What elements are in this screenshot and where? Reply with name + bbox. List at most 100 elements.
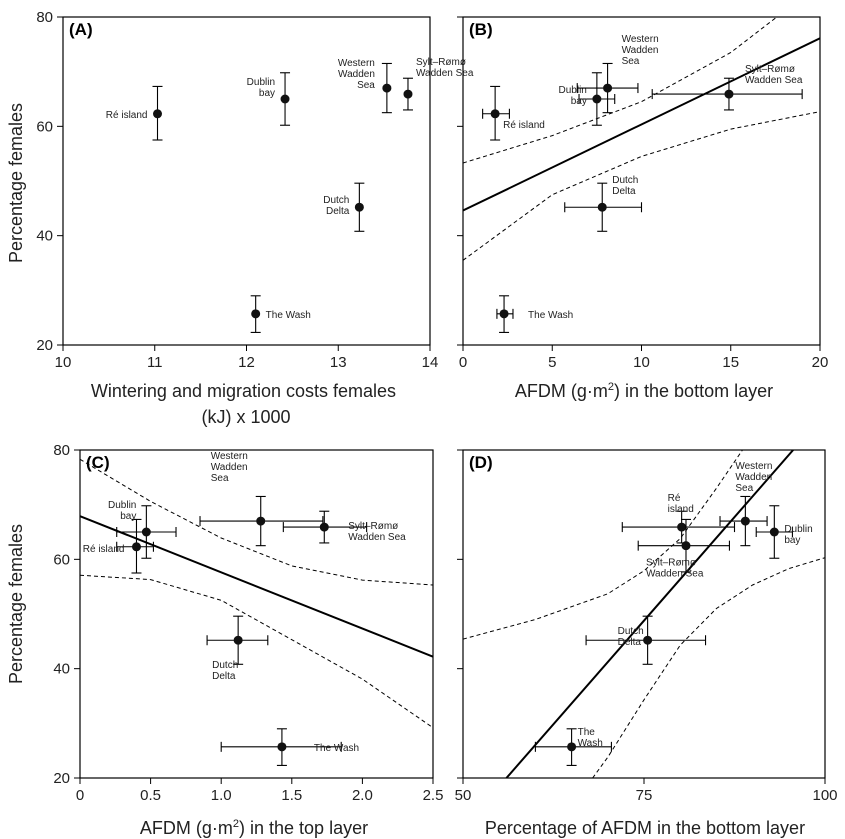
point-label-line: Wadden — [211, 462, 248, 473]
point-label: Sylt–Rømø Wadden Sea — [646, 558, 704, 580]
x-tick-label-d: 100 — [812, 787, 837, 804]
point-label: Western Wadden Sea — [622, 34, 659, 67]
point-label-line: Sylt–Rømø — [348, 521, 398, 532]
point-label-line: bay — [571, 96, 587, 107]
y-tick-label-a: 40 — [36, 228, 53, 245]
confidence-band-lower-c — [80, 574, 433, 729]
point-label-line: Sylt–Rømø — [745, 64, 795, 75]
data-marker — [131, 542, 141, 552]
plot-frame-a — [62, 16, 431, 346]
point-label-line: Dutch — [618, 626, 644, 637]
y-tick-label-c: 80 — [53, 442, 70, 459]
point-label: Dutch Delta — [618, 626, 644, 648]
data-marker — [740, 516, 750, 526]
x-tick-label-c: 0.5 — [140, 787, 161, 804]
point-label-line: Wadden Sea — [745, 75, 803, 86]
point-label-line: Wadden Sea — [416, 68, 474, 79]
x-axis-title-b-part2: ) in the bottom layer — [614, 381, 773, 401]
x-axis-title-c-superscript: 2 — [233, 818, 239, 830]
x-tick-label-a: 12 — [238, 354, 255, 371]
data-point-d: Sylt–Rømø Wadden Sea — [637, 518, 730, 580]
data-marker — [597, 202, 607, 212]
data-marker — [592, 94, 602, 104]
x-tick-label-d: 50 — [455, 787, 472, 804]
data-marker — [403, 89, 413, 99]
x-axis-title-d: Percentage of AFDM in the bottom layer — [485, 818, 805, 838]
data-point-d: Ré island — [621, 493, 736, 544]
data-point-c: Sylt–Rømø Wadden Sea — [282, 510, 406, 544]
point-label-line: Western — [338, 58, 375, 69]
panel-letter-c: (C) — [86, 453, 110, 472]
data-point-c: The Wash — [220, 728, 359, 766]
point-label: Dutch Delta — [212, 660, 238, 682]
point-label-line: bay — [259, 88, 275, 99]
data-marker — [724, 89, 734, 99]
point-label: Dublin bay — [247, 77, 275, 99]
x-tick-label-d: 75 — [636, 787, 653, 804]
data-point-a: Dutch Delta — [323, 182, 365, 232]
data-marker — [643, 635, 653, 645]
confidence-band-upper-d — [463, 450, 743, 640]
data-point-d: Dublin bay — [755, 505, 813, 559]
point-label-line: The Wash — [528, 310, 573, 321]
x-tick-label-c: 0 — [76, 787, 84, 804]
point-label: Dutch Delta — [612, 175, 638, 197]
data-point-b: Ré island — [482, 85, 545, 141]
point-label: Sylt–Rømø Wadden Sea — [348, 521, 406, 543]
x-tick-label-b: 10 — [633, 354, 650, 371]
point-label: The Wash — [578, 727, 603, 749]
data-point-b: Sylt–Rømø Wadden Sea — [651, 64, 803, 111]
data-marker — [141, 527, 151, 537]
point-label: Western Wadden Sea — [211, 451, 248, 484]
point-label-line: Delta — [618, 637, 642, 648]
point-label-line: Wadden — [622, 45, 659, 56]
y-tick-label-c: 20 — [53, 770, 70, 787]
point-label-line: Delta — [612, 186, 636, 197]
data-point-c: Dutch Delta — [206, 615, 269, 682]
point-label-line: The Wash — [314, 743, 359, 754]
data-point-a: Western Wadden Sea — [338, 58, 392, 114]
y-tick-label-a: 60 — [36, 118, 53, 135]
data-marker — [382, 83, 392, 93]
data-marker — [277, 742, 287, 752]
data-point-a: The Wash — [250, 295, 311, 333]
data-point-b: Western Wadden Sea — [576, 34, 659, 114]
x-tick-label-a: 11 — [147, 354, 163, 371]
data-marker — [319, 522, 329, 532]
panel-letter-b: (B) — [469, 20, 493, 39]
x-tick-label-a: 14 — [422, 354, 439, 371]
point-label-line: Dutch — [612, 175, 638, 186]
y-tick-label-c: 60 — [53, 551, 70, 568]
x-axis-title-a: Wintering and migration costs females (k… — [91, 381, 401, 427]
data-point-a: Sylt–Rømø Wadden Sea — [402, 57, 474, 111]
data-marker — [769, 527, 779, 537]
point-label-line: The — [578, 727, 596, 738]
data-marker — [233, 635, 243, 645]
point-label-line: Sylt–Rømø — [646, 558, 696, 569]
point-label-line: Dublin — [247, 77, 275, 88]
point-label-line: Western — [622, 34, 659, 45]
y-axis-title-top: Percentage females — [6, 103, 26, 263]
point-label-line: Wadden Sea — [348, 532, 406, 543]
point-label-line: Sea — [735, 483, 753, 494]
point-label-line: Western — [735, 461, 772, 472]
x-tick-label-c: 1.0 — [211, 787, 232, 804]
point-label: Ré island — [668, 493, 694, 515]
point-label: Ré island — [503, 120, 545, 131]
data-point-a: Ré island — [106, 85, 163, 141]
data-point-b: The Wash — [496, 295, 573, 333]
point-label-line: Wadden Sea — [646, 569, 704, 580]
data-point-a: Dublin bay — [247, 72, 291, 126]
x-tick-label-b: 5 — [548, 354, 556, 371]
point-label: Sylt–Rømø Wadden Sea — [416, 57, 474, 79]
x-tick-label-b: 15 — [722, 354, 739, 371]
data-marker — [256, 516, 266, 526]
confidence-band-lower-d — [592, 557, 825, 778]
point-label: Western Wadden Sea — [735, 461, 772, 494]
data-marker — [499, 309, 509, 319]
data-point-b: Dutch Delta — [564, 175, 643, 232]
x-axis-title-b-part1: AFDM (g·m — [515, 381, 608, 401]
confidence-band-upper-b — [463, 17, 776, 164]
